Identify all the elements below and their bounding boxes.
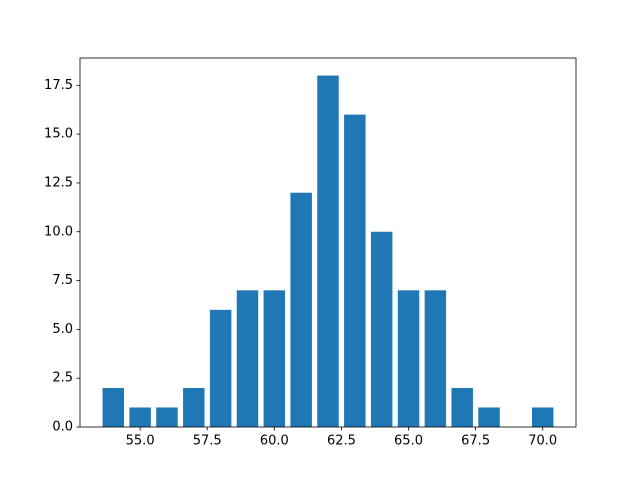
x-tick-label: 55.0 [126,434,155,449]
bar [424,290,447,427]
bar [317,75,339,428]
x-tick-label: 62.5 [327,434,356,449]
bar [344,114,366,427]
bar [102,387,125,427]
y-tick-label: 2.5 [52,371,73,386]
y-tick-label: 15.0 [44,127,73,142]
y-tick-label: 0.0 [52,420,73,435]
x-tick-label: 67.5 [461,434,490,449]
x-tick-label: 57.5 [193,434,222,449]
bar [129,407,151,427]
bar [370,231,393,427]
bar [183,387,205,427]
bar [156,407,178,427]
bar [397,290,420,427]
x-tick-label: 70.0 [528,434,557,449]
bar [531,407,554,427]
axes-frame [79,57,577,428]
bar [451,387,473,427]
x-tick-label: 65.0 [394,434,423,449]
bar [263,290,286,427]
y-tick-label: 10.0 [44,224,73,239]
bar [478,407,500,427]
bar [209,309,232,427]
bar [236,290,259,427]
y-tick-label: 12.5 [44,175,73,190]
y-tick-label: 7.5 [52,273,73,288]
y-tick-label: 5.0 [52,322,73,337]
x-tick-label: 60.0 [260,434,289,449]
bar [290,192,312,427]
y-tick-label: 17.5 [44,78,73,93]
